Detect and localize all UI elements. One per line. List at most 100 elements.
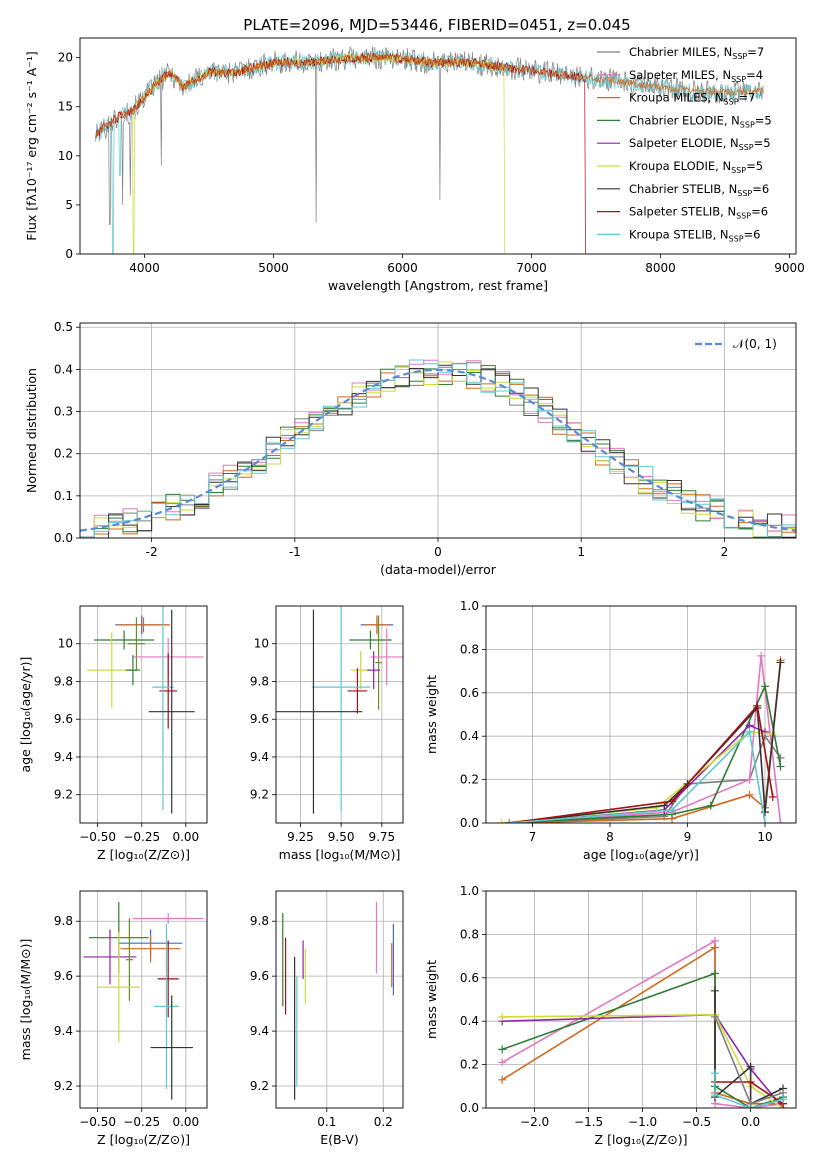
data-point (276, 609, 363, 814)
x-tick-label: 0.2 (374, 1115, 393, 1129)
data-point (152, 606, 174, 810)
x-tick-label: 0 (434, 545, 442, 559)
x-tick-label: 5000 (258, 261, 289, 275)
x-tick-label: 9.50 (328, 830, 355, 844)
weight-marker (745, 790, 754, 799)
axes-frame (79, 37, 797, 255)
x-axis-label: mass [log₁₀(M/M⊙)] (279, 847, 401, 862)
x-axis-label: Z [log₁₀(Z/Z⊙)] (595, 1132, 688, 1147)
weight-marker (745, 727, 754, 736)
y-tick-label: 0.0 (460, 1101, 479, 1115)
data-point (125, 918, 133, 1001)
plot-area-mass-vs-Z (83, 901, 204, 1100)
x-tick-label: 4000 (129, 261, 160, 275)
grid (80, 323, 796, 539)
figure-title: PLATE=2096, MJD=53446, FIBERID=0451, z=0… (243, 16, 630, 34)
x-tick-label: 7 (529, 830, 537, 844)
x-axis-label: (data-model)/error (380, 562, 497, 577)
y-tick-label: 0.0 (54, 531, 73, 545)
y-tick-label: 0.1 (54, 489, 73, 503)
weight-marker (498, 1075, 507, 1084)
x-axis-label: Z [log₁₀(Z/Z⊙)] (97, 1132, 190, 1147)
data-point (117, 617, 170, 633)
data-point (363, 615, 390, 635)
weight-marker (753, 701, 762, 710)
x-tick-label: 0.00 (172, 1115, 199, 1129)
weight-marker (768, 792, 777, 801)
x-tick-label: 9.75 (368, 830, 395, 844)
plot-area-massweight-vs-Z (498, 936, 788, 1108)
y-tick-label: 9.8 (250, 914, 269, 928)
weight-marker (746, 1077, 755, 1086)
y-tick-label: 9.2 (250, 1079, 269, 1093)
spectrum-series-line (95, 52, 586, 254)
weight-line (714, 1073, 784, 1108)
y-axis-label: Normed distribution (24, 368, 39, 493)
data-point (97, 932, 140, 1043)
plot-area-age-vs-Z (87, 606, 204, 814)
axes-frame (79, 605, 208, 824)
weight-marker (761, 808, 769, 817)
x-tick-label: 10 (757, 830, 772, 844)
y-tick-label: 9.2 (250, 788, 269, 802)
y-tick-label: 0 (65, 247, 73, 261)
y-tick-label: 1.0 (460, 599, 479, 613)
plot-area-spectrum (95, 45, 764, 254)
axes-massweight-vs-Z: −2.0 −1.5 −1.0 −0.5 0.0 0.0 0.2 0.4 0.6 0.8 1.0 Z [… (424, 884, 797, 1147)
weight-series (505, 656, 785, 823)
plots: 4000 5000 6000 7000 8000 900005101520waveleng… (18, 37, 805, 1147)
weight-line (509, 730, 766, 823)
x-tick-label: 0.1 (317, 1115, 336, 1129)
axes-mass-vs-Z: −0.50 −0.25 0.00 9.2 9.4 9.6 9.8 Z [log₁₀(Z/Z⊙)… (18, 890, 208, 1147)
plot-area-residuals (80, 359, 796, 538)
data-point (150, 995, 193, 1100)
axes-frame (485, 605, 797, 824)
legend-entry: 𝒩(0, 1) (733, 337, 777, 351)
weight-line (509, 683, 782, 823)
axes-residuals: -2 -1 0 1 2 0.0 0.1 0.2 0.3 0.4 0.5 (data-model)/er… (24, 320, 797, 577)
weight-marker (710, 969, 719, 978)
grid (276, 606, 403, 823)
x-axis-label: E(B-V) (320, 1132, 359, 1147)
data-point (367, 651, 381, 690)
x-tick-label: −1.0 (628, 1115, 657, 1129)
plot-area-massweight-vs-age (497, 651, 785, 823)
y-axis-label: Flux [fλ10⁻¹⁷ erg cm⁻² s⁻¹ A⁻¹] (24, 51, 39, 240)
data-point (349, 630, 392, 650)
y-tick-label: 9.8 (54, 914, 73, 928)
x-tick-label: 9000 (774, 261, 805, 275)
y-tick-label: 0.4 (460, 729, 479, 743)
y-axis-label: mass weight (424, 960, 439, 1039)
weight-series (710, 1012, 788, 1108)
grid (80, 606, 207, 823)
y-tick-label: 0.6 (460, 971, 479, 985)
y-tick-label: 0.3 (54, 405, 73, 419)
weight-series (710, 986, 788, 1108)
y-tick-label: 0.2 (460, 1058, 479, 1072)
y-axis-label: mass [log₁₀(M/M⊙)] (18, 939, 33, 1061)
y-tick-label: 0.2 (54, 447, 73, 461)
x-tick-label: 0.00 (172, 830, 199, 844)
data-point (159, 653, 178, 729)
y-tick-label: 5 (65, 198, 73, 212)
weight-line (502, 1013, 784, 1108)
weight-marker (497, 819, 506, 823)
data-point (125, 655, 140, 686)
y-tick-label: 9.4 (250, 1024, 269, 1038)
x-tick-label: -2 (146, 545, 158, 559)
y-tick-label: 9.2 (54, 788, 73, 802)
x-tick-label: 2 (721, 545, 729, 559)
axes-mass-vs-EBV: 0.1 0.2 9.2 9.4 9.6 9.8 E(B-V) (250, 890, 404, 1147)
data-point (375, 615, 382, 710)
weight-marker (746, 1062, 755, 1071)
y-tick-label: 9.2 (54, 1079, 73, 1093)
x-tick-label: 8 (606, 830, 614, 844)
axes-frame (79, 322, 797, 539)
x-tick-label: −0.50 (79, 830, 116, 844)
weight-series (505, 658, 785, 823)
y-axis-label: age [log₁₀(age/yr)] (18, 657, 33, 773)
grid (80, 891, 207, 1108)
legend-entry: Salpeter ELODIE, NSSP=5 (629, 136, 771, 152)
weight-marker (776, 762, 785, 771)
